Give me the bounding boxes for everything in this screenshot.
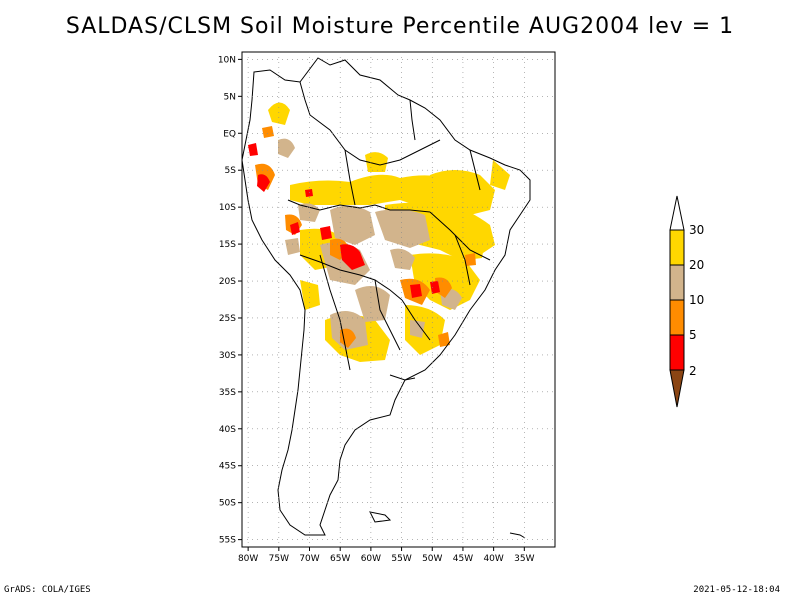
lat-tick-label: 35S — [219, 388, 236, 398]
lon-tick-label: 70W — [299, 554, 319, 564]
lat-tick-label: 5N — [224, 92, 236, 102]
lon-tick-label: 80W — [238, 554, 258, 564]
lat-tick-label: 25S — [219, 314, 236, 324]
colorbar-2-5 — [669, 334, 685, 371]
field-5-10 — [255, 126, 476, 348]
footer-credit: GrADS: COLA/IGES — [4, 585, 91, 595]
footer-timestamp: 2021-05-12-18:04 — [693, 585, 780, 595]
lat-tick-label: 10N — [218, 55, 236, 65]
colorbar-label-10: 10 — [689, 293, 704, 307]
lon-tick-label: 45W — [453, 554, 473, 564]
colorbar-label-30: 30 — [689, 223, 704, 237]
lat-tick-label: 20S — [219, 277, 236, 287]
lat-tick-label: 15S — [219, 240, 236, 250]
colorbar-label-2: 2 — [689, 364, 697, 378]
south-america-outline — [241, 57, 531, 539]
soil-moisture-field — [248, 102, 510, 362]
lon-tick-label: 55W — [391, 554, 411, 564]
lat-tick-label: 40S — [219, 425, 236, 435]
lon-tick-label: 75W — [269, 554, 289, 564]
lat-tick-label: 55S — [219, 536, 236, 546]
lat-tick-label: 50S — [219, 499, 236, 509]
colorbar-10-20 — [669, 264, 685, 301]
field-2-5 — [248, 143, 440, 298]
colorbar-label-20: 20 — [689, 258, 704, 272]
colorbar: 30 20 10 5 2 — [669, 195, 704, 408]
lon-tick-label: 40W — [483, 554, 503, 564]
lat-tick-label: 10S — [219, 203, 236, 213]
colorbar-20-30 — [669, 229, 685, 266]
lon-tick-label: 60W — [361, 554, 381, 564]
lat-tick-label: 5S — [225, 166, 237, 176]
colorbar-5-10 — [669, 299, 685, 336]
lon-tick-label: 65W — [330, 554, 350, 564]
graticule — [242, 52, 555, 547]
lat-tick-label: 45S — [219, 462, 236, 472]
lon-tick-label: 50W — [422, 554, 442, 564]
colorbar-label-5: 5 — [689, 328, 697, 342]
axis-ticks: 10N 5N EQ 5S 10S 15S 20S 25S 30S 35S 40S 45S 50S 55S8… — [218, 55, 535, 564]
lat-tick-label: EQ — [223, 129, 236, 139]
colorbar-above-30 — [669, 195, 685, 231]
plot-frame — [241, 51, 556, 548]
lon-tick-label: 35W — [514, 554, 534, 564]
lat-tick-label: 30S — [219, 351, 236, 361]
map-title: SALDAS/CLSM Soil Moisture Percentile AUG… — [65, 14, 735, 39]
colorbar-below-2 — [669, 369, 685, 408]
